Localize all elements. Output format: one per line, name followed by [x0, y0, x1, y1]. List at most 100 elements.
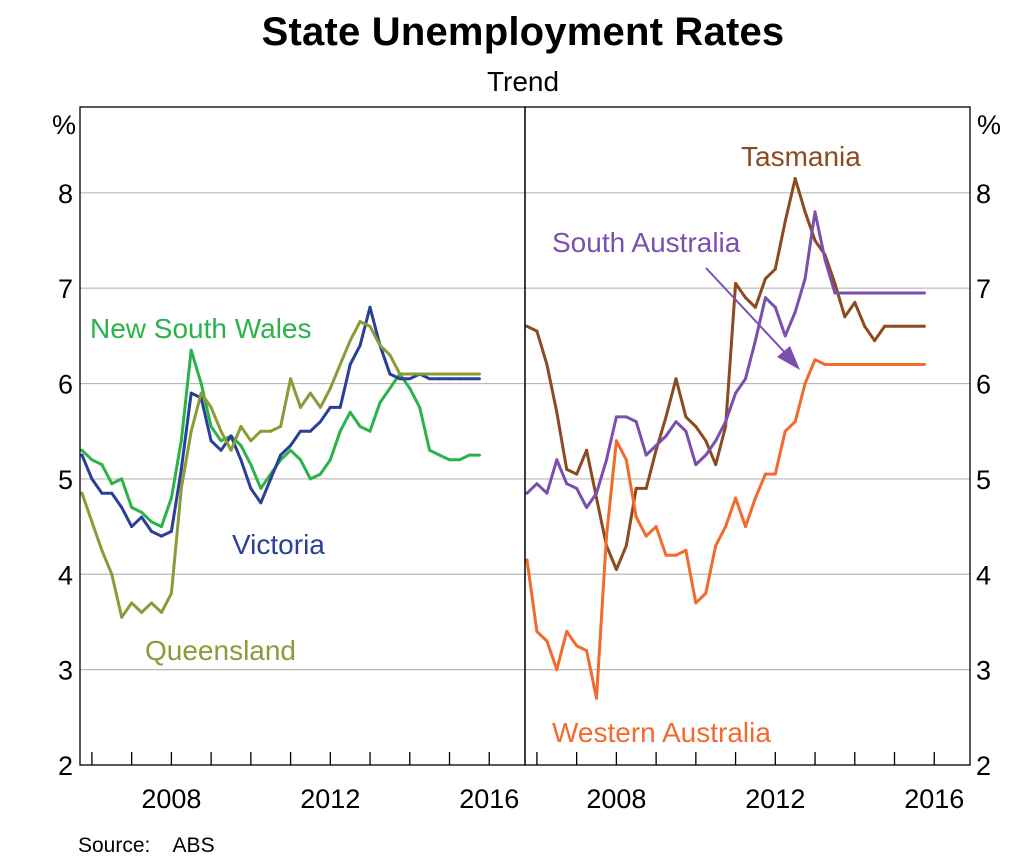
data-point-queensland-31	[388, 353, 392, 357]
data-point-victoria-0	[80, 453, 84, 457]
data-point-south-australia-24	[763, 296, 767, 300]
data-point-tasmania-16	[684, 415, 688, 419]
data-point-tasmania-36	[883, 324, 887, 328]
data-point-queensland-6	[140, 610, 144, 614]
y-tick-label-right-5: 5	[976, 465, 991, 495]
data-point-tasmania-9	[614, 568, 618, 571]
x-tick-label-0-2016: 2016	[459, 784, 519, 814]
data-point-western-australia-20	[724, 525, 728, 529]
data-point-tasmania-1	[535, 329, 539, 333]
series-lines	[80, 177, 926, 700]
data-point-new-south-wales-16	[239, 444, 243, 447]
data-point-tasmania-28	[803, 210, 807, 214]
data-point-queensland-8	[160, 610, 163, 614]
y-tick-label-right-8: 8	[976, 179, 991, 209]
data-point-victoria-7	[150, 529, 153, 533]
data-point-victoria-21	[289, 444, 293, 447]
data-point-western-australia-27	[793, 420, 797, 424]
series-label-south-australia: South Australia	[552, 227, 741, 258]
data-point-western-australia-14	[664, 553, 668, 557]
x-tick-label-1-2012: 2012	[745, 784, 805, 814]
series-line-queensland	[80, 320, 481, 619]
data-point-victoria-6	[140, 515, 144, 519]
data-point-victoria-35	[428, 377, 432, 381]
data-point-western-australia-40	[922, 363, 926, 366]
data-point-tasmania-21	[734, 281, 738, 285]
data-point-western-australia-9	[614, 439, 618, 443]
data-point-south-australia-22	[744, 377, 747, 381]
data-point-queensland-23	[308, 391, 312, 395]
data-point-western-australia-2	[545, 639, 549, 643]
data-point-western-australia-12	[644, 534, 648, 538]
data-point-victoria-29	[368, 305, 372, 309]
data-point-new-south-wales-24	[318, 472, 322, 476]
data-point-south-australia-8	[605, 458, 608, 462]
data-point-tasmania-29	[813, 239, 817, 242]
data-point-south-australia-33	[853, 291, 857, 295]
data-point-south-australia-26	[783, 334, 787, 338]
data-point-tasmania-40	[922, 324, 926, 328]
data-point-tasmania-3	[555, 410, 559, 414]
data-point-tasmania-23	[753, 305, 757, 309]
data-point-western-australia-8	[605, 534, 608, 538]
data-point-victoria-3	[110, 491, 114, 495]
data-point-south-australia-30	[823, 258, 827, 262]
data-point-queensland-37	[448, 372, 451, 376]
data-point-south-australia-13	[654, 444, 658, 447]
data-point-western-australia-28	[803, 382, 807, 386]
x-tick-label-0-2008: 2008	[141, 784, 201, 814]
data-point-new-south-wales-30	[378, 401, 382, 405]
data-point-south-australia-36	[883, 291, 887, 295]
data-point-new-south-wales-18	[259, 486, 263, 490]
data-point-south-australia-16	[684, 429, 688, 433]
data-point-tasmania-6	[585, 448, 589, 452]
data-point-queensland-13	[209, 405, 213, 409]
data-point-tasmania-33	[853, 301, 857, 304]
data-point-victoria-38	[457, 377, 461, 381]
data-point-victoria-37	[448, 377, 451, 381]
data-point-queensland-7	[150, 601, 153, 605]
y-tick-label-right-2: 2	[976, 751, 991, 781]
data-point-queensland-35	[428, 372, 432, 376]
data-point-western-australia-34	[863, 363, 867, 366]
data-point-south-australia-15	[674, 420, 678, 424]
data-point-victoria-31	[388, 372, 392, 376]
data-point-south-australia-10	[624, 415, 628, 419]
data-point-victoria-26	[338, 405, 342, 409]
data-point-new-south-wales-3	[110, 482, 114, 486]
data-point-western-australia-23	[753, 496, 757, 500]
data-point-tasmania-27	[793, 177, 797, 180]
data-point-western-australia-25	[773, 472, 777, 476]
data-point-tasmania-22	[744, 296, 747, 300]
data-point-victoria-4	[120, 506, 124, 509]
chart-subtitle: Trend	[486, 66, 560, 97]
axis-ticks: 2 2 3 3 4 4 5 5 6 6 7 7 8 8 2008 2012 2016 2008 2012 2016	[58, 179, 991, 814]
south-australia-pointer-arrow	[705, 267, 791, 359]
data-point-victoria-32	[398, 377, 402, 381]
x-tick-label-0-2012: 2012	[300, 784, 360, 814]
data-point-south-australia-32	[843, 291, 847, 295]
data-point-western-australia-15	[674, 553, 678, 557]
data-point-south-australia-21	[734, 391, 738, 395]
data-point-south-australia-3	[555, 458, 559, 462]
data-point-western-australia-1	[535, 630, 539, 633]
data-point-western-australia-22	[744, 525, 747, 529]
data-point-new-south-wales-5	[130, 506, 134, 509]
data-point-western-australia-24	[763, 472, 767, 476]
data-point-victoria-11	[189, 391, 193, 395]
data-point-tasmania-34	[863, 324, 867, 328]
chart-title: State Unemployment Rates	[261, 10, 785, 54]
left-panel-frame	[79, 106, 526, 766]
data-point-queensland-16	[239, 425, 243, 428]
data-point-new-south-wales-0	[80, 448, 84, 452]
data-point-queensland-12	[199, 391, 203, 395]
data-point-queensland-5	[130, 601, 134, 605]
data-point-western-australia-17	[694, 601, 698, 605]
data-point-tasmania-17	[694, 425, 698, 428]
x-tick-label-1-2008: 2008	[586, 784, 646, 814]
data-point-new-south-wales-27	[348, 410, 352, 414]
data-point-queensland-39	[467, 372, 471, 376]
data-point-south-australia-35	[873, 291, 877, 295]
data-point-new-south-wales-38	[457, 458, 461, 462]
y-tick-label-right-7: 7	[976, 274, 991, 304]
